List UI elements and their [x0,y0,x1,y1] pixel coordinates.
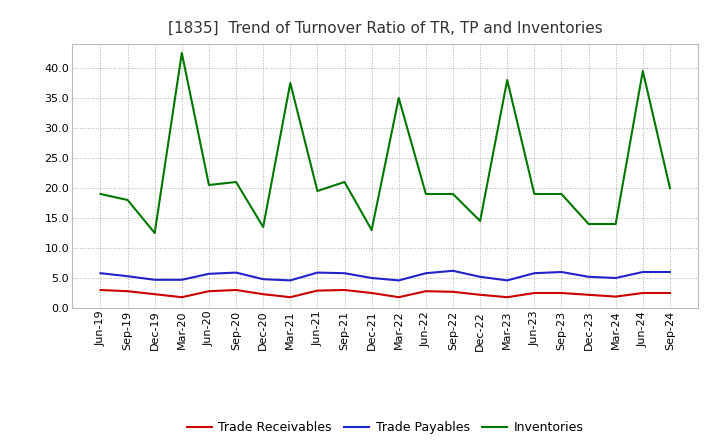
Inventories [150,231,159,236]
Inventories [232,180,240,185]
Inventories [584,221,593,227]
Trade Payables [639,269,647,275]
Line: Inventories: Inventories [101,53,670,233]
Trade Receivables [367,290,376,296]
Trade Receivables [313,288,322,293]
Trade Payables [584,274,593,279]
Trade Payables [367,275,376,281]
Inventories [204,182,213,187]
Inventories [178,50,186,55]
Trade Payables [204,271,213,276]
Inventories [96,191,105,197]
Trade Receivables [123,289,132,294]
Trade Receivables [584,292,593,297]
Inventories [341,180,349,185]
Line: Trade Receivables: Trade Receivables [101,290,670,297]
Trade Payables [232,270,240,275]
Trade Receivables [503,294,511,300]
Trade Payables [557,269,566,275]
Trade Payables [150,277,159,282]
Inventories [123,198,132,203]
Inventories [395,95,403,101]
Inventories [367,227,376,233]
Trade Payables [611,275,620,281]
Trade Receivables [665,290,674,296]
Trade Receivables [286,294,294,300]
Trade Receivables [204,289,213,294]
Inventories [557,191,566,197]
Trade Payables [530,271,539,276]
Inventories [476,218,485,224]
Trade Receivables [639,290,647,296]
Inventories [421,191,430,197]
Trade Payables [503,278,511,283]
Trade Payables [476,274,485,279]
Trade Payables [259,277,268,282]
Trade Payables [123,274,132,279]
Trade Payables [313,270,322,275]
Trade Receivables [530,290,539,296]
Trade Receivables [557,290,566,296]
Trade Receivables [449,289,457,294]
Trade Payables [421,271,430,276]
Legend: Trade Receivables, Trade Payables, Inventories: Trade Receivables, Trade Payables, Inven… [182,416,588,439]
Inventories [286,81,294,86]
Line: Trade Payables: Trade Payables [101,271,670,280]
Trade Receivables [341,287,349,293]
Trade Receivables [476,292,485,297]
Trade Payables [395,278,403,283]
Trade Payables [96,271,105,276]
Trade Payables [286,278,294,283]
Title: [1835]  Trend of Turnover Ratio of TR, TP and Inventories: [1835] Trend of Turnover Ratio of TR, TP… [168,21,603,36]
Trade Payables [178,277,186,282]
Trade Receivables [395,294,403,300]
Inventories [259,224,268,230]
Trade Receivables [232,287,240,293]
Trade Receivables [259,292,268,297]
Trade Payables [665,269,674,275]
Trade Payables [341,271,349,276]
Trade Receivables [96,287,105,293]
Inventories [503,77,511,83]
Inventories [611,221,620,227]
Trade Receivables [421,289,430,294]
Inventories [313,188,322,194]
Trade Payables [449,268,457,273]
Inventories [449,191,457,197]
Inventories [639,68,647,73]
Trade Receivables [178,294,186,300]
Inventories [530,191,539,197]
Inventories [665,185,674,191]
Trade Receivables [611,294,620,299]
Trade Receivables [150,292,159,297]
